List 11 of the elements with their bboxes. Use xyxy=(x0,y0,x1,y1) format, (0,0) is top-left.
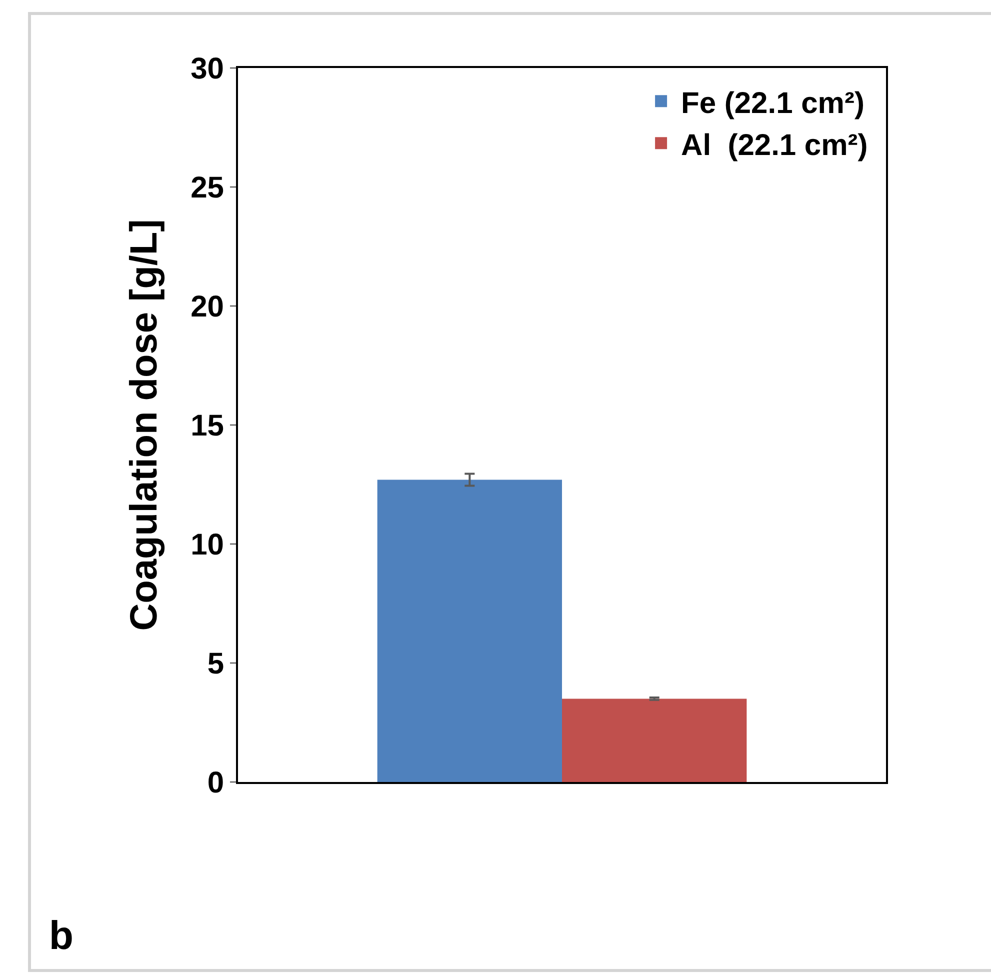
y-axis-title: Coagulation dose [g/L] xyxy=(123,219,166,631)
legend-label: Fe (22.1 cm²) xyxy=(681,86,864,120)
text: b xyxy=(49,914,74,958)
y-tick-label: 5 xyxy=(207,648,224,680)
y-tick-label: 25 xyxy=(190,172,224,204)
y-tick-label: 10 xyxy=(190,528,224,562)
y-tick-label: 30 xyxy=(190,52,224,86)
y-tick-label: 20 xyxy=(190,290,224,324)
legend-label: Al (22.1 cm²) xyxy=(681,128,868,162)
y-tick-label: 15 xyxy=(190,410,224,442)
y-tick-label: 0 xyxy=(207,766,224,800)
